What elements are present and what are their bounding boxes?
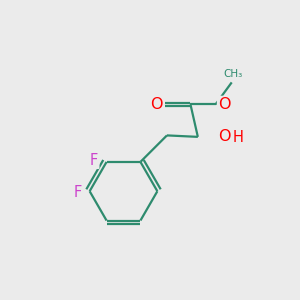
Text: O: O xyxy=(150,97,163,112)
Text: F: F xyxy=(73,185,81,200)
Text: F: F xyxy=(90,153,98,168)
Text: O: O xyxy=(218,97,231,112)
Text: CH₃: CH₃ xyxy=(224,70,243,80)
Text: H: H xyxy=(233,130,244,145)
Text: O: O xyxy=(218,129,231,144)
